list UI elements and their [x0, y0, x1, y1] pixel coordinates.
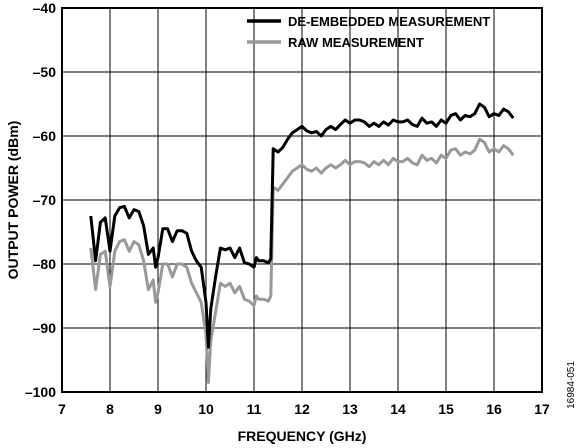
- x-tick-label: 12: [294, 401, 310, 417]
- y-tick-label: –50: [33, 64, 57, 80]
- y-axis-title: OUTPUT POWER (dBm): [5, 121, 21, 280]
- y-tick-label: –80: [33, 256, 57, 272]
- x-tick-label: 16: [486, 401, 502, 417]
- legend-label-de-embedded: DE-EMBEDDED MEASUREMENT: [288, 14, 490, 29]
- y-tick-label: –40: [33, 0, 57, 16]
- y-tick-label: –90: [33, 320, 57, 336]
- y-tick-labels: –40 –50 –60 –70 –80 –90 –100: [25, 0, 56, 400]
- x-tick-label: 11: [247, 401, 262, 417]
- plot-frame: [61, 7, 543, 393]
- x-tick-label: 10: [198, 401, 214, 417]
- y-tick-label: –60: [33, 128, 57, 144]
- y-tick-label: –100: [25, 384, 56, 400]
- x-tick-label: 9: [154, 401, 162, 417]
- series-line-raw: [89, 137, 515, 384]
- grid: [61, 7, 543, 393]
- y-tick-label: –70: [33, 192, 57, 208]
- x-tick-label: 15: [438, 401, 454, 417]
- x-axis-title: FREQUENCY (GHz): [238, 428, 367, 444]
- x-tick-label: 14: [390, 401, 406, 417]
- x-tick-labels: 7 8 9 10 11 12 13 14 15 16 17: [58, 401, 550, 417]
- figure-code: 16984-051: [566, 361, 577, 409]
- x-tick-label: 7: [58, 401, 66, 417]
- x-tick-label: 17: [534, 401, 550, 417]
- series-line-de-embedded: [89, 102, 515, 349]
- series-lines: [89, 102, 515, 384]
- legend-label-raw: RAW MEASUREMENT: [288, 35, 424, 50]
- legend: DE-EMBEDDED MEASUREMENT RAW MEASUREMENT: [247, 14, 490, 50]
- x-tick-label: 13: [342, 401, 358, 417]
- x-tick-label: 8: [106, 401, 114, 417]
